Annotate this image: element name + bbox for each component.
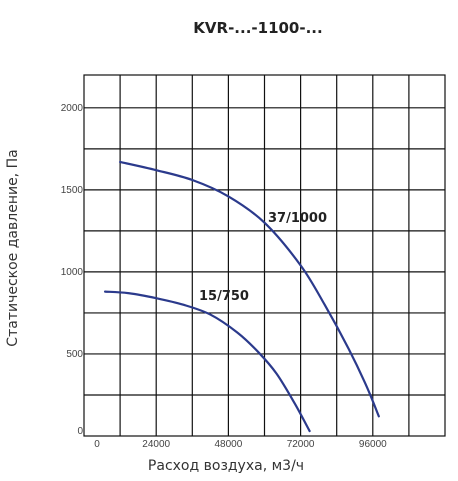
- series-label-15-750: 15/750: [199, 289, 249, 304]
- y-tick-label: 500: [66, 349, 83, 360]
- x-tick-label: 0: [94, 439, 100, 450]
- y-tick-label: 1000: [61, 267, 84, 278]
- y-axis-label: Статическое давление, Па: [5, 149, 21, 346]
- tick-labels: 0 24000 48000 72000 96000 0 500 1000 1500 2000: [61, 103, 387, 450]
- x-tick-label: 72000: [287, 439, 315, 450]
- x-axis-label: Расход воздуха, м3/ч: [148, 458, 304, 474]
- x-tick-label: 48000: [214, 439, 242, 450]
- series-group: [103, 160, 380, 433]
- y-tick-label: 0: [77, 426, 83, 437]
- grid: [84, 75, 445, 436]
- y-tick-label: 1500: [61, 185, 84, 196]
- x-tick-label: 24000: [142, 439, 170, 450]
- y-tick-label: 2000: [61, 103, 84, 114]
- plot-frame: [83, 74, 446, 437]
- chart-title: KVR-...-1100-...: [193, 19, 322, 37]
- series-line-37-1000: [119, 160, 380, 418]
- series-label-37-1000: 37/1000: [268, 211, 327, 226]
- x-tick-label: 96000: [359, 439, 387, 450]
- series-line-15-750: [103, 290, 311, 433]
